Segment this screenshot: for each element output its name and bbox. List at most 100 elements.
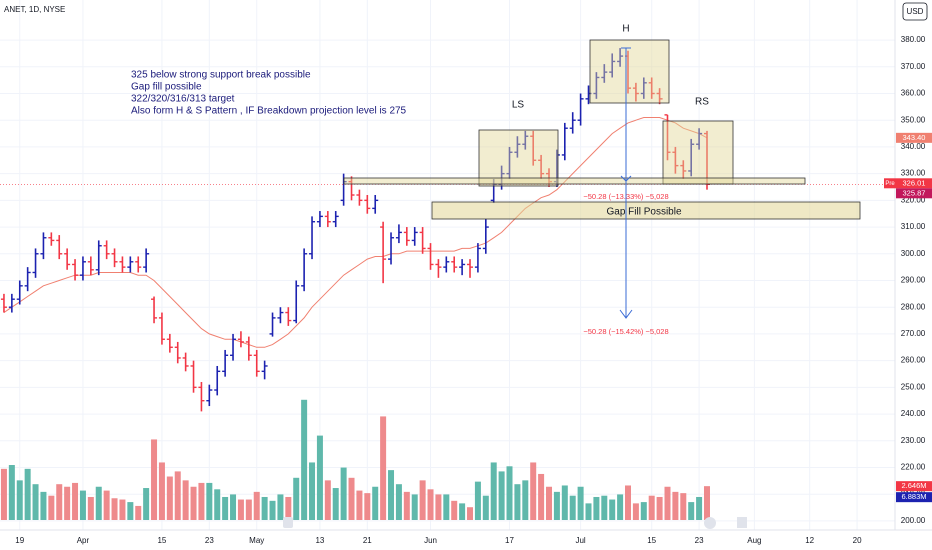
volume-bar <box>56 484 63 520</box>
volume-bar <box>522 480 529 520</box>
volume-bar <box>419 480 426 520</box>
measure-label: −50.28 (−15.42%) −5,028 <box>583 327 668 336</box>
pre-label: Pre <box>885 181 895 187</box>
calendar-icon[interactable] <box>737 517 747 528</box>
ma-tag: 343.40 <box>903 133 926 142</box>
currency: USD <box>907 7 924 16</box>
y-tick-label: 290.00 <box>901 276 926 285</box>
volume-bar <box>253 491 260 520</box>
volume-bar <box>356 490 363 520</box>
gap-label: Gap Fill Possible <box>606 207 681 218</box>
volume-bar <box>79 490 86 520</box>
x-tick-label: 12 <box>805 536 814 545</box>
x-tick-label: Jun <box>424 536 437 545</box>
volume-bar <box>214 489 221 520</box>
volume-bar <box>8 465 15 520</box>
volume-bar <box>388 470 395 520</box>
symbol-title: ANET, 1D, NYSE <box>4 5 65 14</box>
volume-bar <box>656 496 663 520</box>
volume-bar <box>577 486 584 520</box>
volume-bar <box>585 503 592 520</box>
x-tick-label: 15 <box>157 536 166 545</box>
volume-bar <box>143 488 150 520</box>
volume-bar <box>688 502 695 520</box>
volume-bar <box>443 494 450 520</box>
last-price-tag: 326.01 <box>903 178 926 187</box>
arrow-head <box>619 309 633 319</box>
volume-bar <box>190 486 197 520</box>
volume-bar <box>103 490 110 520</box>
pre-price-tag: 325.87 <box>903 188 926 197</box>
event-icon[interactable] <box>704 517 716 529</box>
volume-bar <box>324 480 331 520</box>
y-tick-label: 260.00 <box>901 356 926 365</box>
volume-bar <box>245 499 252 520</box>
ma-tag-box <box>896 132 932 143</box>
volume-bar <box>514 484 521 520</box>
volume-bar <box>459 503 466 520</box>
currency-box[interactable] <box>902 2 928 21</box>
moving-average <box>3 117 708 348</box>
y-tick-label: 230.00 <box>901 436 926 445</box>
volume-bar <box>632 503 639 520</box>
volume-bar <box>72 482 79 520</box>
volume-bar <box>601 495 608 520</box>
volume-bar <box>395 484 402 520</box>
right-shoulder-label: RS <box>695 97 709 108</box>
note: 322/320/316/313 target <box>131 94 235 105</box>
volume-bar <box>372 486 379 520</box>
x-tick-label: 17 <box>505 536 514 545</box>
volume-bar <box>490 462 497 520</box>
x-tick-label: 13 <box>315 536 324 545</box>
head-label: H <box>622 24 629 35</box>
y-tick-label: 360.00 <box>901 89 926 98</box>
volume-bar <box>482 495 489 520</box>
volume-bar <box>364 493 371 520</box>
volume-bar <box>309 462 316 520</box>
volume-bar <box>648 495 655 520</box>
volume-bar <box>230 494 237 520</box>
volume-bar <box>206 482 213 520</box>
earnings-icon[interactable] <box>283 517 293 528</box>
marks <box>0 48 895 520</box>
left-shoulder-label: LS <box>512 100 525 111</box>
x-tick-label: May <box>249 536 264 545</box>
volume-bar <box>546 486 553 520</box>
labels: ANET, 1D, NYSE USD 325 below strong supp… <box>4 2 928 529</box>
volume-bar <box>640 502 647 520</box>
volume-bar <box>680 493 687 520</box>
volume-bar <box>119 499 126 520</box>
volume-bar <box>87 496 94 520</box>
volume-bar <box>498 471 505 520</box>
volume-bar <box>617 494 624 520</box>
volume-bar <box>703 486 710 520</box>
volume-bar <box>538 473 545 520</box>
volume-bar <box>561 485 568 520</box>
volume-tag: 6.883M <box>901 492 926 501</box>
grid <box>0 0 895 530</box>
volume-bar <box>24 468 31 520</box>
y-tick-label: 200.00 <box>901 516 926 525</box>
volume-bar <box>474 481 481 520</box>
volume-bar <box>403 491 410 520</box>
drawings <box>343 39 861 319</box>
note: Gap fill possible <box>131 82 202 93</box>
volume-bar <box>285 496 292 520</box>
volume-bar <box>198 482 205 520</box>
volume-bar <box>411 494 418 520</box>
volume-bar <box>340 467 347 520</box>
volume-bar <box>174 471 181 520</box>
volume-bar <box>593 496 600 520</box>
volume-tag-box <box>896 492 932 503</box>
volume-bar <box>316 435 323 520</box>
volume-bar <box>664 486 671 520</box>
volume-bar <box>135 505 142 520</box>
x-tick-label: 19 <box>15 536 24 545</box>
volume-bar <box>127 502 134 520</box>
volume-bar <box>467 507 474 520</box>
pre-price-tag-box <box>896 188 932 199</box>
y-tick-label: 320.00 <box>901 195 926 204</box>
note: Also form H & S Pattern , IF Breakdown p… <box>131 106 407 117</box>
x-tick-label: Aug <box>747 536 761 545</box>
